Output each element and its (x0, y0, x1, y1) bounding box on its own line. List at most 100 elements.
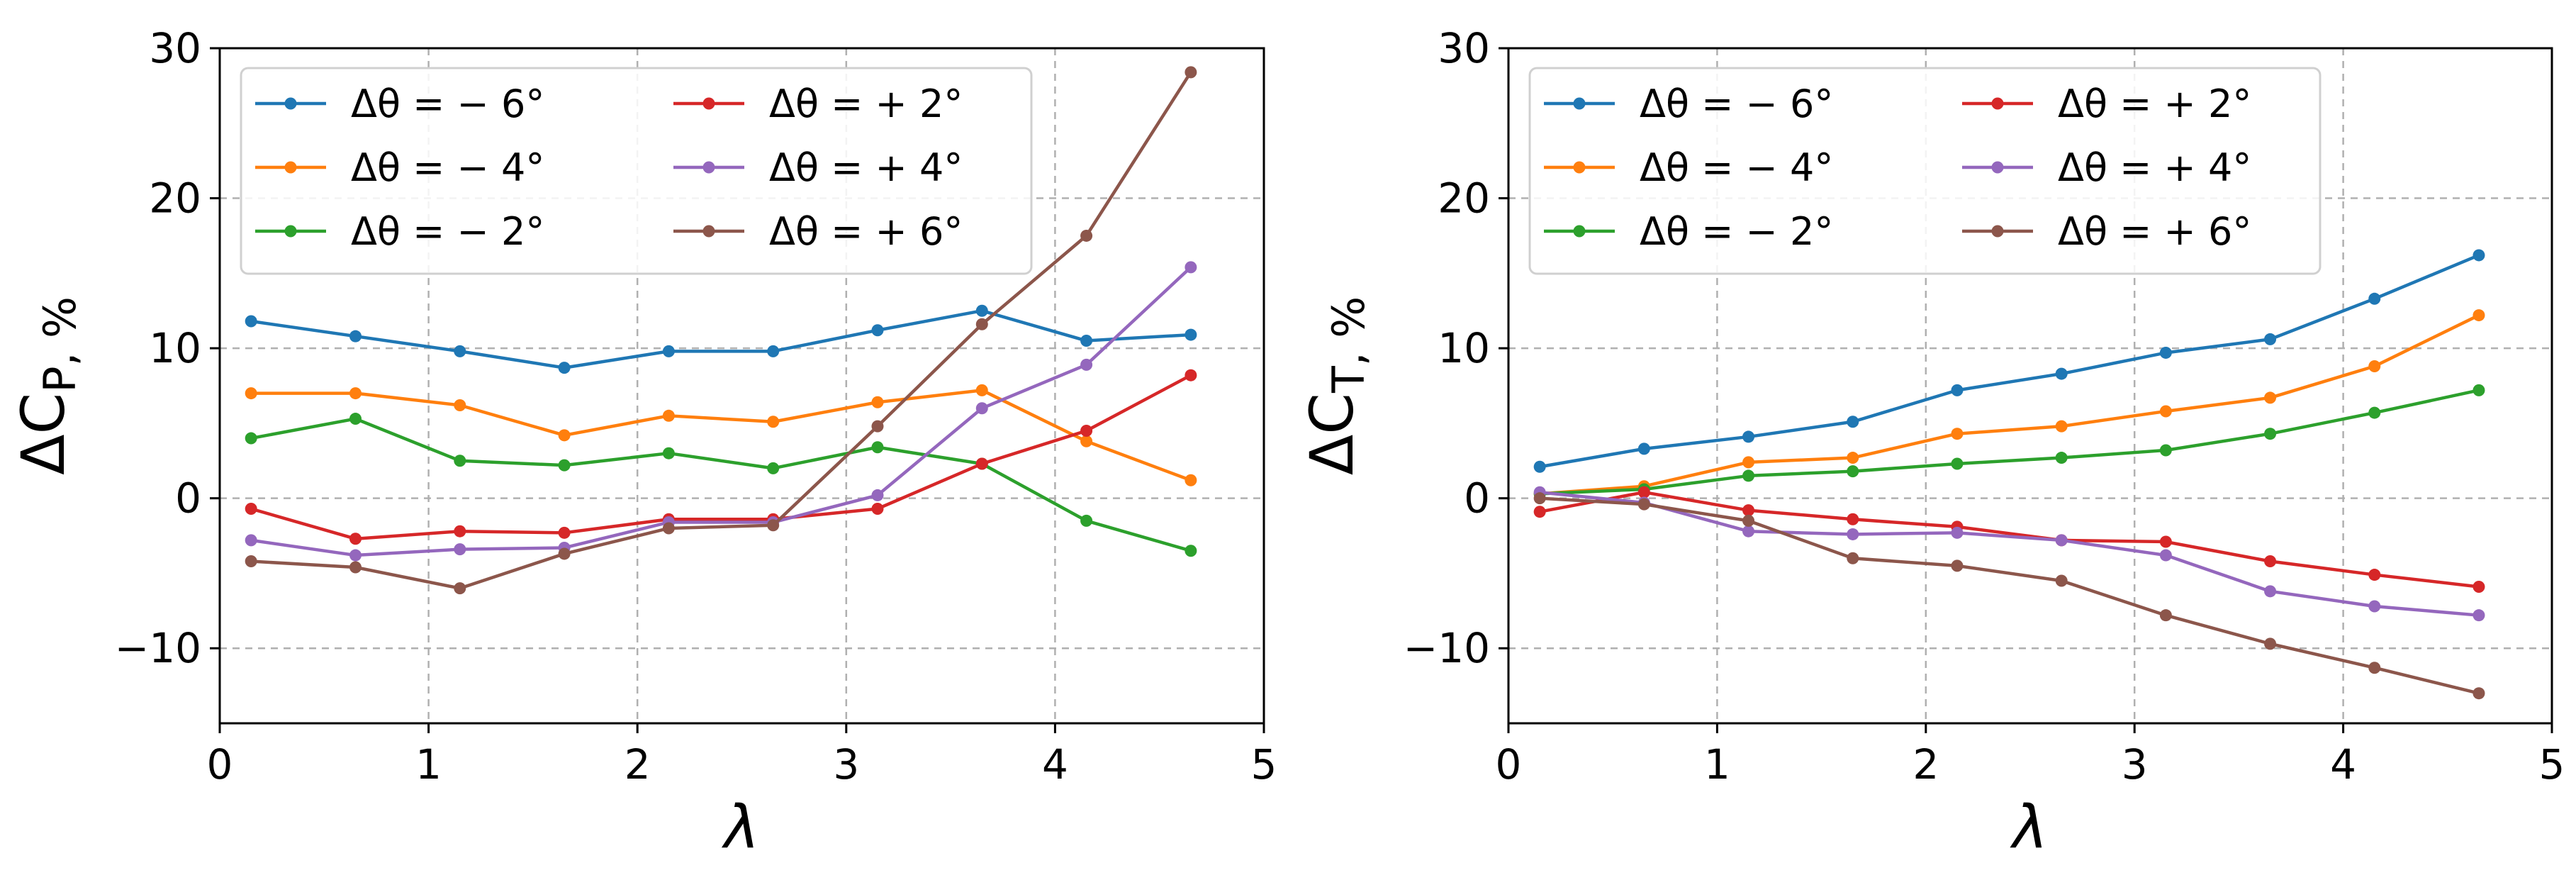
data-point (349, 549, 362, 562)
data-point (454, 345, 466, 357)
data-point (2264, 585, 2277, 598)
series-line (1540, 389, 2480, 496)
data-point (2159, 549, 2172, 562)
data-point (2159, 444, 2172, 457)
data-point (245, 315, 257, 328)
x-tick-label: 0 (207, 740, 233, 789)
series-line (250, 266, 1192, 557)
y-axis-label: ΔCP, % (9, 296, 86, 475)
data-point (349, 387, 362, 400)
legend-label: Δθ = + 4° (769, 145, 963, 190)
data-point (2473, 580, 2485, 593)
y-tick-label: 20 (1438, 174, 1490, 223)
data-point (1080, 229, 1093, 242)
series-line (1539, 490, 2480, 617)
data-point (871, 324, 884, 337)
data-point (1185, 328, 1197, 341)
legend-label: Δθ = − 4° (1640, 145, 1833, 190)
data-point (1951, 559, 1964, 572)
legend-marker (702, 161, 715, 174)
data-point (245, 387, 257, 400)
data-point (662, 447, 675, 460)
x-tick-label: 3 (833, 740, 859, 789)
data-point (1847, 416, 1859, 428)
y-tick-label: 30 (1438, 24, 1490, 72)
data-point (454, 525, 466, 538)
data-point (558, 429, 571, 442)
legend-label: Δθ = + 2° (2058, 82, 2251, 126)
data-point (454, 543, 466, 556)
data-point (245, 502, 257, 515)
data-point (871, 441, 884, 454)
legend: Δθ = − 6° Δθ = − 4° Δθ = − 2° Δθ = + 2° Δθ =… (1528, 67, 2322, 275)
legend-marker (284, 161, 297, 174)
legend-box (1528, 67, 2322, 275)
legend-marker (702, 97, 715, 110)
data-point (1951, 428, 1964, 440)
data-point (1742, 430, 1755, 443)
data-point (1742, 504, 1755, 517)
legend-label: Δθ = + 6° (2058, 209, 2251, 254)
data-point (558, 362, 571, 374)
x-axis-label: λ (2010, 792, 2048, 862)
data-point (2159, 535, 2172, 548)
legend-marker (1991, 161, 2004, 174)
y-tick-label: 20 (149, 174, 201, 223)
x-tick-label: 1 (415, 740, 442, 789)
y-axis-label-main: ΔC (1297, 393, 1367, 475)
data-point (1080, 358, 1093, 371)
data-point (662, 409, 675, 422)
data-point (871, 420, 884, 433)
y-tick-label: 30 (149, 24, 201, 72)
data-point (349, 330, 362, 342)
data-point (662, 345, 675, 357)
data-point (2264, 637, 2277, 650)
data-point (454, 455, 466, 467)
y-axis-label: ΔCT, % (1297, 296, 1374, 475)
data-point (245, 534, 257, 547)
legend-box (240, 67, 1033, 275)
x-tick-label: 5 (2539, 740, 2565, 789)
data-point (767, 519, 780, 532)
x-tick-label: 2 (625, 740, 651, 789)
data-point (2055, 452, 2068, 464)
legend-label: Δθ = − 6° (1640, 82, 1833, 126)
data-point (2368, 600, 2381, 613)
legend-marker (1573, 225, 1586, 238)
x-axis-label: λ (722, 792, 760, 862)
y-axis-label-sub: P, % (34, 296, 86, 393)
legend-marker (702, 225, 715, 238)
data-point (2473, 249, 2485, 262)
data-point (2368, 662, 2381, 674)
data-point (1080, 514, 1093, 527)
data-point (1951, 457, 1964, 470)
data-point (2055, 367, 2068, 380)
data-point (767, 462, 780, 474)
series-line (251, 389, 1192, 482)
series-line (250, 374, 1192, 541)
data-point (2055, 534, 2068, 547)
chart-panel-cp: 0 1 2 3 4 5 −10 0 10 20 30 λ ΔCP, % Δθ = − 6° Δθ = − 4… (9, 24, 1277, 862)
data-point (871, 396, 884, 408)
data-point (2473, 609, 2485, 622)
data-point (975, 304, 988, 317)
data-point (1742, 525, 1755, 538)
data-point (1637, 486, 1650, 499)
data-point (1637, 498, 1650, 511)
data-point (1533, 506, 1546, 518)
data-point (558, 547, 571, 560)
data-point (2368, 360, 2381, 372)
data-point (245, 555, 257, 568)
data-point (1533, 460, 1546, 473)
data-point (1185, 66, 1197, 79)
data-point (662, 522, 675, 535)
data-point (2473, 384, 2485, 396)
data-point (1637, 442, 1650, 455)
y-axis-label-main: ΔC (9, 393, 78, 475)
y-tick-label: −10 (115, 624, 201, 672)
data-point (454, 582, 466, 595)
y-tick-label: 0 (175, 474, 201, 523)
data-point (2368, 569, 2381, 581)
legend-label: Δθ = + 6° (769, 209, 963, 254)
x-tick-label: 5 (1251, 740, 1277, 789)
